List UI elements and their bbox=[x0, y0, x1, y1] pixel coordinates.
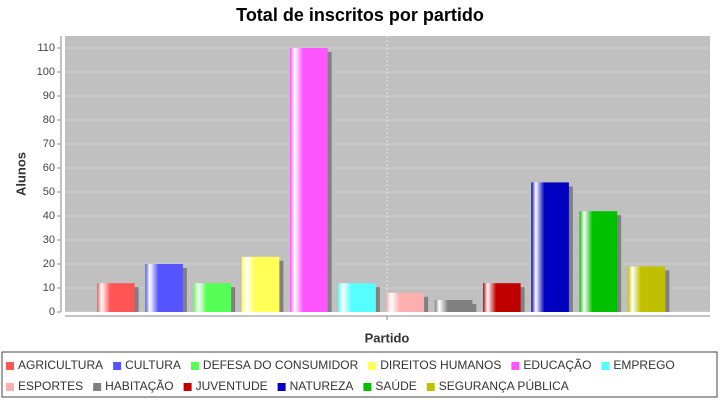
bar bbox=[386, 292, 425, 312]
legend-label: DEFESA DO CONSUMIDOR bbox=[203, 358, 359, 372]
legend-swatch bbox=[6, 383, 14, 391]
legend-label: DIREITOS HUMANOS bbox=[380, 358, 501, 372]
legend-swatch bbox=[277, 383, 286, 391]
y-tick-label: 60 bbox=[43, 162, 55, 174]
legend-label: EDUCAÇÃO bbox=[523, 358, 591, 372]
bar bbox=[531, 182, 569, 312]
y-tick-label: 110 bbox=[37, 42, 55, 54]
bar bbox=[241, 256, 280, 312]
legend-label: ESPORTES bbox=[18, 379, 83, 393]
legend-box bbox=[1, 351, 718, 398]
legend-label: EMPREGO bbox=[613, 358, 674, 372]
legend-label: HABITAÇÃO bbox=[105, 379, 173, 393]
y-tick-label: 80 bbox=[43, 114, 55, 126]
y-axis-label: Alunos bbox=[13, 152, 28, 196]
legend-swatch bbox=[113, 362, 122, 370]
legend-swatch bbox=[93, 383, 102, 391]
y-tick-label: 20 bbox=[43, 258, 55, 270]
bar bbox=[338, 283, 376, 312]
y-tick-label: 50 bbox=[43, 186, 55, 198]
bar bbox=[97, 283, 135, 312]
bar bbox=[434, 300, 473, 312]
legend-label: JUVENTUDE bbox=[196, 379, 268, 393]
legend-swatch bbox=[511, 362, 520, 370]
bar bbox=[145, 264, 183, 312]
chart-title: Total de inscritos por partido bbox=[236, 5, 484, 25]
y-tick-label: 40 bbox=[43, 210, 55, 222]
y-tick-label: 30 bbox=[43, 234, 55, 246]
legend-swatch bbox=[426, 383, 435, 391]
legend-swatch bbox=[363, 383, 372, 391]
y-tick-label: 0 bbox=[49, 306, 55, 318]
legend-swatch bbox=[190, 362, 199, 370]
bar bbox=[193, 283, 232, 312]
legend-swatch bbox=[6, 362, 14, 370]
legend-label: AGRICULTURA bbox=[18, 358, 103, 372]
bar bbox=[579, 211, 618, 312]
legend-label: SAÚDE bbox=[375, 378, 416, 393]
legend-swatch bbox=[368, 362, 377, 370]
legend-label: NATUREZA bbox=[290, 379, 354, 393]
y-tick-label: 100 bbox=[37, 66, 55, 78]
x-axis-label: Partido bbox=[365, 330, 410, 345]
y-tick-label: 10 bbox=[43, 282, 55, 294]
bar bbox=[483, 283, 521, 312]
legend-swatch bbox=[601, 362, 610, 370]
legend-label: CULTURA bbox=[125, 358, 181, 372]
bar bbox=[290, 48, 328, 312]
legend-swatch bbox=[183, 383, 192, 391]
legend-label: SEGURANÇA PÚBLICA bbox=[439, 378, 569, 393]
y-tick-label: 90 bbox=[43, 90, 55, 102]
bar bbox=[627, 266, 666, 312]
y-tick-label: 70 bbox=[43, 138, 55, 150]
